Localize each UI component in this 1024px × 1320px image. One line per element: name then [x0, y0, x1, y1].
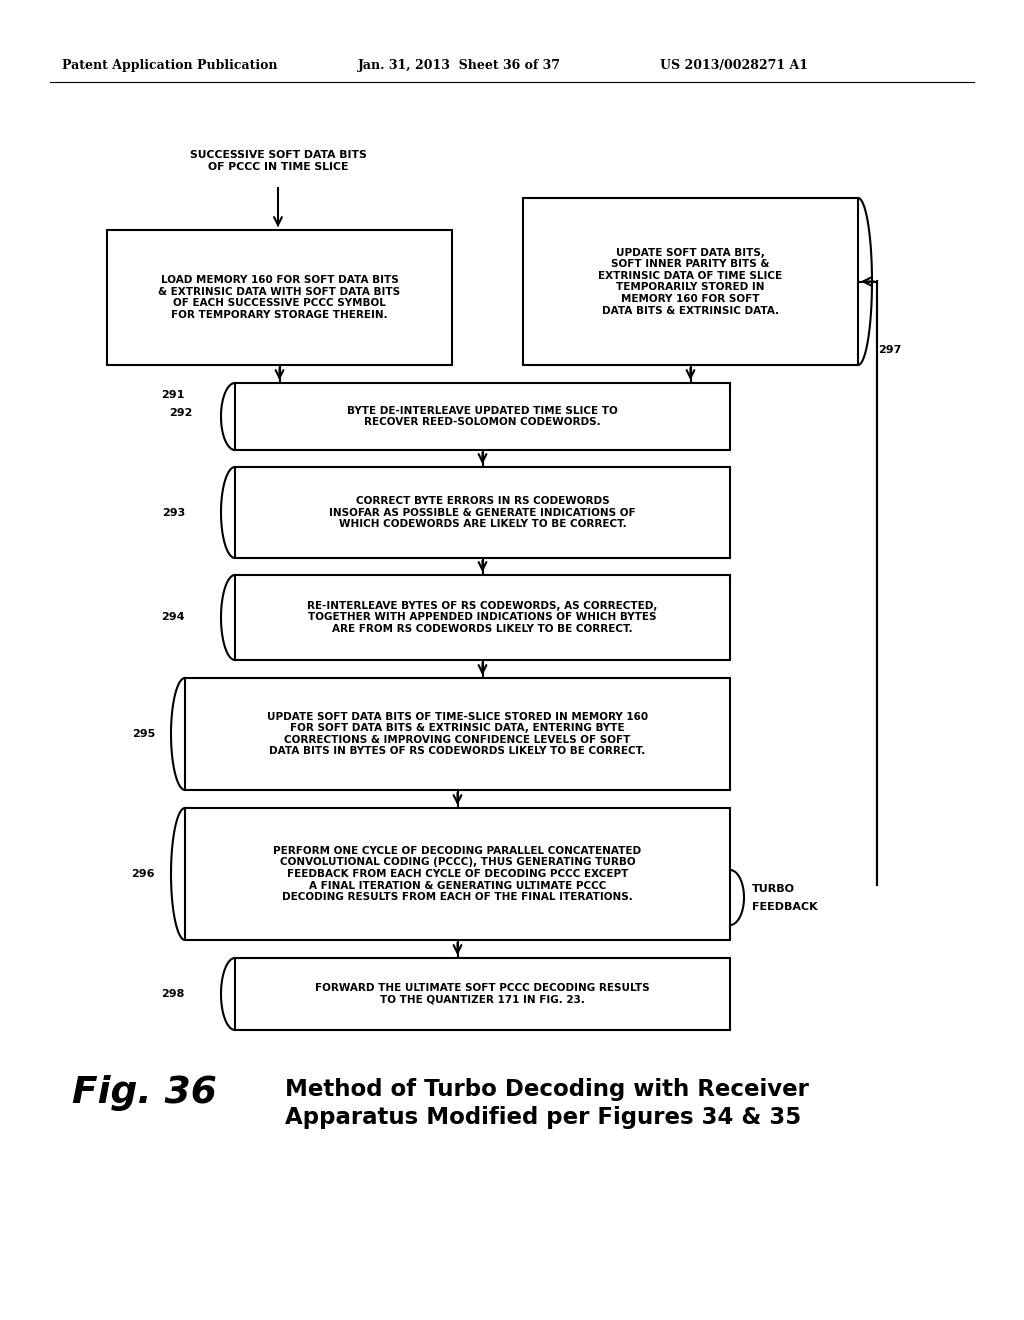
Bar — [185, 808, 730, 940]
Text: 297: 297 — [878, 345, 901, 355]
Text: UPDATE SOFT DATA BITS OF TIME-SLICE STORED IN MEMORY 160
FOR SOFT DATA BITS & EX: UPDATE SOFT DATA BITS OF TIME-SLICE STOR… — [267, 711, 648, 756]
Text: SUCCESSIVE SOFT DATA BITS
OF PCCC IN TIME SLICE: SUCCESSIVE SOFT DATA BITS OF PCCC IN TIM… — [189, 150, 367, 172]
Text: 295: 295 — [132, 729, 155, 739]
Bar — [234, 958, 730, 1030]
Text: Jan. 31, 2013  Sheet 36 of 37: Jan. 31, 2013 Sheet 36 of 37 — [358, 58, 561, 71]
Text: Method of Turbo Decoding with Receiver
Apparatus Modified per Figures 34 & 35: Method of Turbo Decoding with Receiver A… — [285, 1078, 809, 1130]
Text: CORRECT BYTE ERRORS IN RS CODEWORDS
INSOFAR AS POSSIBLE & GENERATE INDICATIONS O: CORRECT BYTE ERRORS IN RS CODEWORDS INSO… — [329, 496, 636, 529]
Text: 291: 291 — [162, 389, 185, 400]
Text: TURBO: TURBO — [752, 884, 795, 895]
Text: 296: 296 — [131, 869, 155, 879]
Bar — [106, 230, 452, 366]
Text: LOAD MEMORY 160 FOR SOFT DATA BITS
& EXTRINSIC DATA WITH SOFT DATA BITS
OF EACH : LOAD MEMORY 160 FOR SOFT DATA BITS & EXT… — [159, 275, 400, 319]
Text: US 2013/0028271 A1: US 2013/0028271 A1 — [660, 58, 808, 71]
Text: Patent Application Publication: Patent Application Publication — [62, 58, 278, 71]
Text: 292: 292 — [170, 408, 193, 418]
Text: 293: 293 — [162, 507, 185, 517]
Bar — [185, 678, 730, 789]
Text: 294: 294 — [162, 612, 185, 623]
Text: 298: 298 — [162, 989, 185, 999]
Bar — [234, 383, 730, 450]
Text: BYTE DE-INTERLEAVE UPDATED TIME SLICE TO
RECOVER REED-SOLOMON CODEWORDS.: BYTE DE-INTERLEAVE UPDATED TIME SLICE TO… — [347, 405, 617, 428]
Bar — [234, 467, 730, 558]
Text: Fig. 36: Fig. 36 — [72, 1074, 217, 1111]
Text: UPDATE SOFT DATA BITS,
SOFT INNER PARITY BITS &
EXTRINSIC DATA OF TIME SLICE
TEM: UPDATE SOFT DATA BITS, SOFT INNER PARITY… — [598, 248, 782, 315]
Text: RE-INTERLEAVE BYTES OF RS CODEWORDS, AS CORRECTED,
TOGETHER WITH APPENDED INDICA: RE-INTERLEAVE BYTES OF RS CODEWORDS, AS … — [307, 601, 657, 634]
Text: FEEDBACK: FEEDBACK — [752, 903, 817, 912]
Text: FORWARD THE ULTIMATE SOFT PCCC DECODING RESULTS
TO THE QUANTIZER 171 IN FIG. 23.: FORWARD THE ULTIMATE SOFT PCCC DECODING … — [315, 983, 650, 1005]
Bar — [523, 198, 858, 366]
Text: PERFORM ONE CYCLE OF DECODING PARALLEL CONCATENATED
CONVOLUTIONAL CODING (PCCC),: PERFORM ONE CYCLE OF DECODING PARALLEL C… — [273, 846, 642, 902]
Bar — [234, 576, 730, 660]
